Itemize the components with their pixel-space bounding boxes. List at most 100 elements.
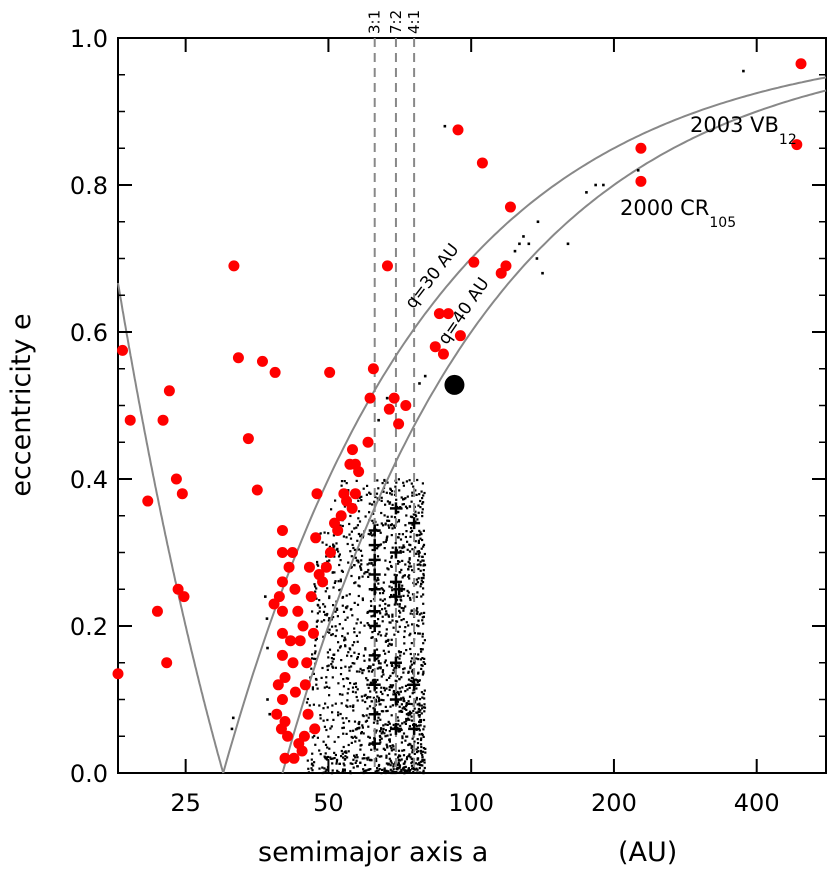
cloud-point [366, 570, 369, 574]
y-tick-label: 1.0 [70, 25, 108, 53]
curve-aphelion-30 [117, 282, 225, 774]
cloud-point [380, 499, 383, 502]
cloud-point [348, 647, 351, 650]
cloud-point [407, 712, 410, 715]
cloud-point [416, 518, 419, 521]
cloud-point [340, 480, 344, 483]
cloud-point [404, 765, 407, 768]
cloud-point [355, 685, 358, 688]
cloud-point [338, 693, 342, 696]
cloud-point [385, 536, 388, 539]
cloud-point [324, 757, 327, 760]
cloud-point [416, 563, 419, 566]
cloud-point [396, 766, 399, 769]
cloud-point [376, 479, 379, 482]
cloud-point [361, 598, 364, 602]
cloud-point [391, 490, 394, 493]
detached-point [279, 671, 291, 683]
cloud-point [380, 496, 383, 499]
detached-point [367, 363, 379, 375]
cloud-point [352, 546, 355, 550]
y-axis-title: eccentricity e [6, 313, 37, 496]
cloud-point [332, 534, 335, 537]
cloud-point [393, 526, 396, 529]
cloud-point [322, 707, 325, 710]
cloud-point [361, 597, 364, 600]
cloud-point [379, 634, 383, 637]
cloud-point [402, 732, 406, 735]
cloud-point [326, 665, 329, 668]
cloud-point [357, 517, 360, 520]
cloud-point [384, 659, 387, 662]
cloud-point [360, 732, 363, 735]
cloud-point [365, 677, 368, 680]
cloud-point [372, 564, 375, 567]
cloud-point [319, 717, 322, 720]
cloud-point [388, 752, 391, 755]
detached-point [289, 686, 301, 698]
cloud-point [422, 692, 425, 696]
cloud-point [360, 559, 363, 562]
cloud-point [311, 769, 314, 772]
cloud-point [398, 603, 401, 606]
cloud-point [420, 490, 423, 493]
cloud-point [399, 770, 402, 773]
cloud-point [333, 571, 336, 574]
cloud-point [412, 677, 415, 680]
cloud-point [415, 748, 418, 751]
cloud-point [326, 746, 329, 749]
cloud-point [384, 613, 387, 616]
cloud-point [311, 736, 314, 739]
cloud-point [398, 546, 401, 549]
cloud-point [318, 606, 321, 609]
cloud-point [362, 768, 365, 771]
cloud-point [418, 733, 421, 736]
cloud-point [329, 727, 332, 730]
scattered-point [266, 698, 269, 701]
scattered-point [594, 183, 597, 187]
cloud-point [388, 738, 391, 741]
cloud-point [306, 697, 309, 701]
cloud-point [360, 563, 363, 566]
cloud-point [422, 769, 425, 772]
cloud-point [422, 569, 425, 572]
cloud-point [414, 489, 417, 492]
cloud-point [332, 586, 335, 589]
cloud-point [347, 561, 350, 564]
cloud-point [364, 700, 367, 704]
cloud-point [382, 581, 385, 584]
cloud-point [392, 669, 395, 672]
cloud-point [422, 672, 425, 675]
cloud-point [414, 513, 417, 516]
cloud-point [357, 548, 360, 551]
cloud-point [348, 720, 351, 723]
cloud-point [377, 696, 380, 699]
cloud-point [357, 499, 360, 502]
cloud-point [394, 753, 397, 756]
detached-point [437, 348, 449, 360]
cloud-point [339, 578, 342, 581]
cloud-point [376, 754, 379, 757]
cloud-point [421, 619, 424, 622]
cloud-point [336, 615, 339, 618]
scattered-point [265, 617, 269, 620]
cloud-point [361, 672, 364, 675]
cloud-point [407, 575, 410, 578]
cloud-point [400, 771, 403, 774]
cloud-point [410, 719, 413, 722]
cloud-point [379, 662, 382, 665]
cloud-point [400, 568, 403, 571]
cloud-point [366, 667, 369, 670]
cloud-point [324, 770, 327, 773]
cloud-point [347, 750, 350, 753]
detached-point [346, 502, 358, 514]
cloud-point [329, 756, 332, 759]
cloud-point [350, 565, 353, 568]
cloud-point [419, 709, 422, 712]
cloud-point [416, 768, 419, 771]
cloud-point [341, 771, 344, 774]
cloud-point [378, 768, 381, 771]
cloud-point [315, 587, 318, 590]
cloud-point [418, 529, 421, 532]
cloud-point [405, 702, 408, 705]
